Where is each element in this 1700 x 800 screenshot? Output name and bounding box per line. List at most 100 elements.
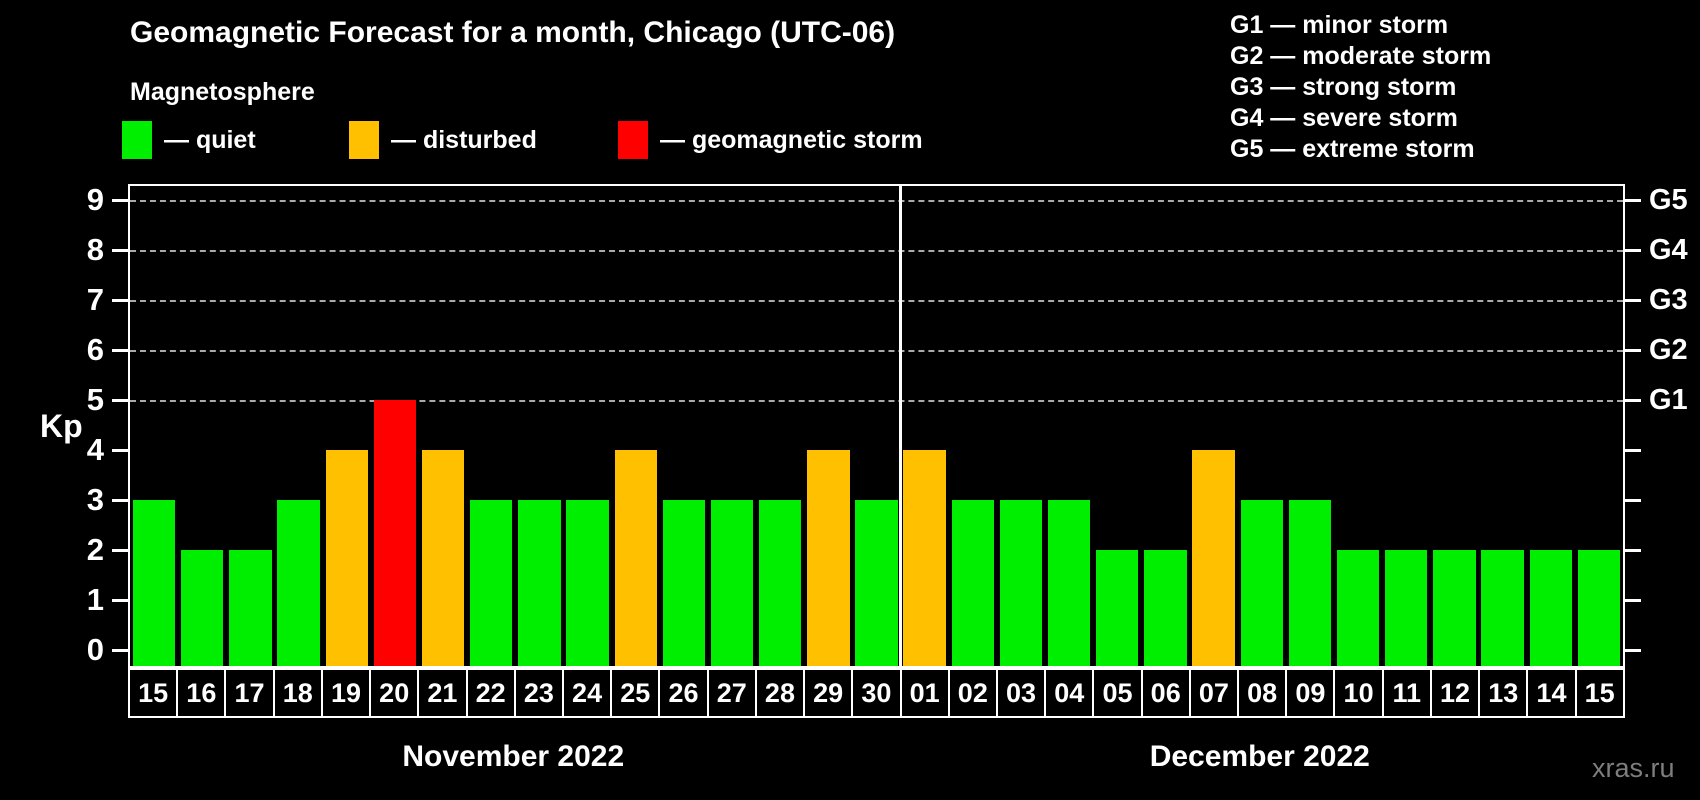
left-tick-kp0: [112, 649, 128, 652]
day-label-cell: 16: [178, 670, 225, 716]
day-label-cell: 11: [1383, 670, 1430, 716]
day-axis-row: 15 16 17 18 19 20 21 22 23 24 25 26 27 28 29 30 01 02 03 04…: [128, 668, 1625, 718]
kp-bar-28: [758, 500, 802, 666]
kp-bar-15: [1577, 550, 1621, 666]
kp-bar-21: [421, 450, 465, 666]
day-label-cell: 09: [1287, 670, 1334, 716]
right-tick-kp0: [1625, 649, 1641, 652]
left-tick-kp9: [112, 199, 128, 202]
y-tick-label-3: 3: [86, 482, 104, 517]
right-tick-kp8: [1625, 249, 1641, 252]
month-label-0: November 2022: [402, 740, 625, 773]
gridline-kp9: [130, 200, 1623, 202]
right-tick-kp2: [1625, 549, 1641, 552]
kp-bar-11: [1385, 550, 1428, 666]
kp-bar-29: [807, 450, 850, 666]
legend-label-storm: — geomagnetic storm: [660, 125, 923, 154]
y-axis-title: Kp: [40, 408, 83, 444]
day-label-cell: 10: [1335, 670, 1382, 716]
day-label-cell: 18: [274, 670, 321, 716]
right-tick-kp9: [1625, 199, 1641, 202]
kp-bar-06: [1144, 550, 1187, 666]
kp-bar-14: [1529, 550, 1572, 666]
kp-bar-17: [229, 550, 272, 666]
day-label-cell: 03: [997, 670, 1045, 716]
kp-bar-07: [1192, 450, 1235, 666]
disturbed-color-swatch: [349, 121, 379, 159]
legend-item-quiet: — quiet: [122, 120, 256, 160]
day-label-cell: 25: [612, 670, 659, 716]
legend-label-quiet: — quiet: [164, 125, 256, 154]
g-scale-label-g5: G5: [1649, 184, 1688, 216]
kp-bar-24: [566, 500, 609, 666]
kp-bar-15: [132, 500, 176, 666]
day-label-cell: 26: [660, 670, 707, 716]
y-tick-label-4: 4: [86, 432, 104, 467]
month-label-1: December 2022: [1149, 740, 1370, 773]
left-tick-kp8: [112, 249, 128, 252]
kp-bar-04: [1047, 500, 1091, 666]
g-scale-label-g4: G4: [1649, 234, 1688, 266]
kp-bar-25: [614, 450, 657, 666]
day-label-cell: 29: [805, 670, 852, 716]
y-tick-label-8: 8: [86, 232, 104, 267]
kp-bar-13: [1481, 550, 1524, 666]
gridline-kp7: [130, 300, 1623, 302]
kp-bar-26: [662, 500, 706, 666]
kp-bar-02: [951, 500, 994, 666]
right-tick-kp4: [1625, 449, 1641, 452]
day-label-cell: 15: [130, 670, 177, 716]
kp-bar-18: [277, 500, 320, 666]
g2-legend-line: G2 — moderate storm: [1230, 42, 1492, 70]
g5-legend-line: G5 — extreme storm: [1230, 135, 1475, 163]
right-tick-kp5: [1625, 399, 1641, 402]
legend-label-disturbed: — disturbed: [391, 125, 537, 154]
g-scale-legend: G1 — minor storm G2 — moderate storm G3 …: [1230, 10, 1491, 165]
kp-bar-27: [710, 500, 754, 666]
day-label-cell: 15: [1576, 670, 1623, 716]
g1-legend-line: G1 — minor storm: [1230, 11, 1449, 39]
day-label-cell: 20: [371, 670, 418, 716]
storm-color-swatch: [618, 121, 648, 159]
kp-bar-30: [855, 500, 898, 666]
g4-legend-line: G4 — severe storm: [1230, 104, 1458, 132]
kp-bar-22: [470, 500, 513, 666]
left-tick-kp5: [112, 399, 128, 402]
right-tick-kp6: [1625, 349, 1641, 352]
kp-bar-23: [518, 500, 561, 666]
watermark: xras.ru: [1592, 753, 1675, 783]
y-tick-label-9: 9: [86, 182, 104, 217]
legend-item-disturbed: — disturbed: [349, 120, 537, 160]
month-separator-line: [899, 186, 903, 666]
gridline-kp6: [130, 350, 1623, 352]
day-label-cell: 30: [853, 670, 900, 716]
day-label-cell: 24: [563, 670, 611, 716]
right-tick-kp3: [1625, 499, 1641, 502]
g-scale-label-g3: G3: [1649, 284, 1688, 316]
day-label-cell: 05: [1094, 670, 1141, 716]
day-label-cell: 06: [1142, 670, 1189, 716]
y-tick-label-7: 7: [86, 282, 104, 317]
kp-bar-20: [373, 400, 417, 666]
kp-bar-16: [181, 550, 224, 666]
right-tick-kp7: [1625, 299, 1641, 302]
gridline-kp8: [130, 250, 1623, 252]
right-tick-kp1: [1625, 599, 1641, 602]
y-tick-label-0: 0: [86, 632, 104, 667]
gridline-kp5: [130, 400, 1623, 402]
plot-area: [128, 184, 1625, 668]
day-label-cell: 22: [467, 670, 514, 716]
g-scale-label-g2: G2: [1649, 334, 1688, 366]
left-tick-kp2: [112, 549, 128, 552]
chart-title: Geomagnetic Forecast for a month, Chicag…: [130, 16, 896, 49]
left-tick-kp6: [112, 349, 128, 352]
legend-item-storm: — geomagnetic storm: [618, 120, 923, 160]
y-tick-label-2: 2: [86, 532, 104, 567]
left-tick-kp3: [112, 499, 128, 502]
left-tick-kp7: [112, 299, 128, 302]
day-label-cell: 01: [901, 670, 948, 716]
kp-bar-08: [1240, 500, 1283, 666]
day-label-cell: 08: [1239, 670, 1286, 716]
day-label-cell: 13: [1480, 670, 1527, 716]
y-tick-label-5: 5: [86, 382, 104, 417]
